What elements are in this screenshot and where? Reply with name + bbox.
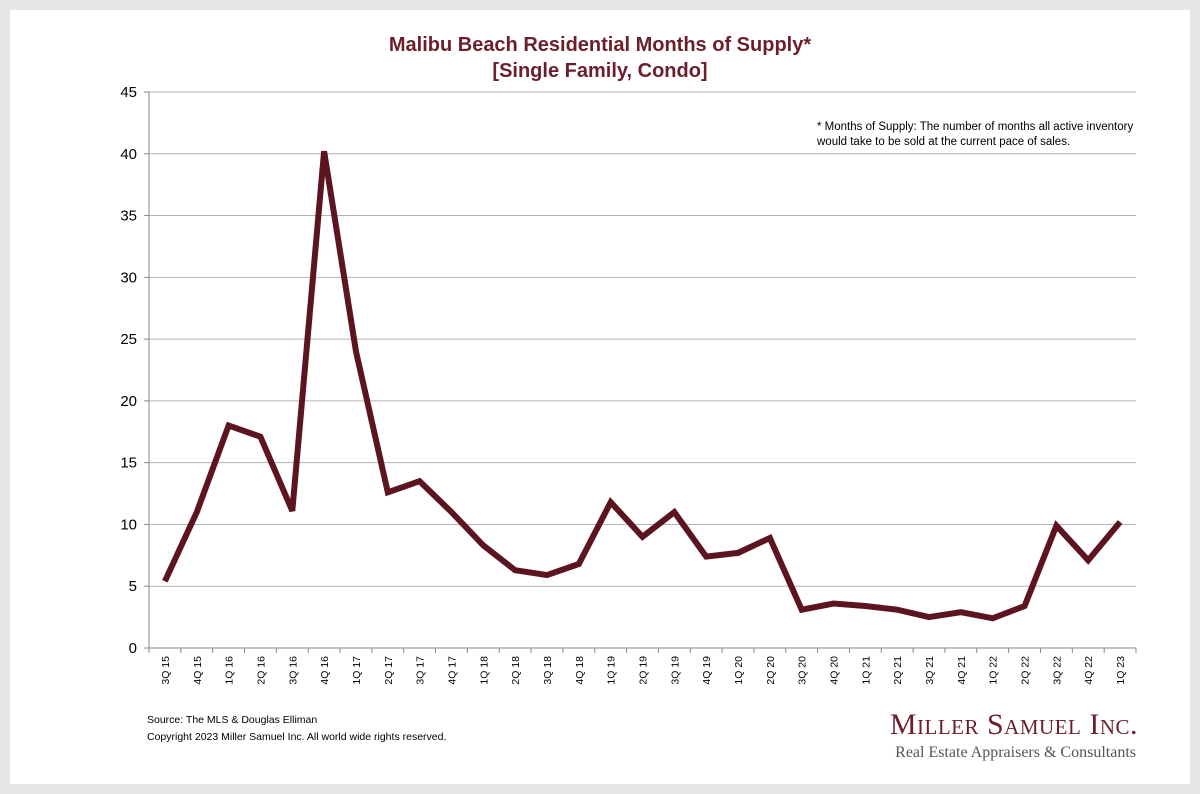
x-tick-label: 1Q 23 [1115,656,1127,685]
x-tick-label: 1Q 17 [351,656,363,685]
x-tick-label: 3Q 15 [160,656,172,685]
x-tick-label: 2Q 21 [892,656,904,685]
series-layer [162,150,1123,622]
series-line [162,150,1123,622]
company-tagline: Real Estate Appraisers & Consultants [895,744,1136,761]
y-tick-label: 10 [120,516,137,533]
y-tick-label: 35 [120,208,137,225]
x-tick-label: 4Q 16 [319,656,331,685]
x-tick-label: 3Q 20 [797,656,809,685]
y-axis-ticks: 0 5 10 15 20 25 30 35 40 45 [120,84,137,657]
x-tick-label: 1Q 21 [860,656,872,685]
x-tick-label: 1Q 20 [733,656,745,685]
y-tick-label: 45 [120,84,137,101]
x-tick-label: 4Q 18 [574,656,586,685]
y-tick-label: 0 [129,640,137,657]
x-tick-label: 1Q 22 [988,656,1000,685]
x-tick-label: 1Q 18 [478,656,490,685]
x-tick-label: 3Q 22 [1051,656,1063,685]
y-tick-label: 25 [120,331,137,348]
axes [144,91,1137,653]
x-tick-label: 3Q 21 [924,656,936,685]
chart-title: Malibu Beach Residential Months of Suppl… [388,34,812,56]
y-tick-label: 40 [120,146,137,163]
chart-annotation: * Months of Supply: The number of months… [817,121,1134,148]
company-logo: Miller Samuel Inc. [889,708,1138,741]
y-tick-label: 30 [120,269,137,286]
x-tick-label: 1Q 16 [224,656,236,685]
x-tick-label: 4Q 17 [446,656,458,685]
x-tick-label: 3Q 19 [669,656,681,685]
x-tick-label: 4Q 22 [1083,656,1095,685]
x-tick-label: 2Q 16 [255,656,267,685]
x-tick-label: 3Q 18 [542,656,554,685]
x-tick-label: 3Q 16 [287,656,299,685]
x-tick-label: 2Q 17 [383,656,395,685]
x-tick-label: 2Q 19 [638,656,650,685]
x-tick-label: 2Q 18 [510,656,522,685]
chart-panel [10,10,1190,784]
x-tick-label: 2Q 22 [1020,656,1032,685]
x-tick-label: 4Q 21 [956,656,968,685]
x-tick-label: 4Q 20 [829,656,841,685]
x-tick-label: 3Q 17 [415,656,427,685]
x-tick-label: 4Q 19 [701,656,713,685]
y-tick-label: 5 [129,578,137,595]
y-tick-label: 20 [120,393,137,410]
x-axis-ticks: 3Q 15 4Q 15 1Q 16 2Q 16 3Q 16 4Q 16 1Q 17 2Q 17… [160,656,1127,685]
x-tick-label: 2Q 20 [765,656,777,685]
copyright-note: Copyright 2023 Miller Samuel Inc. All wo… [147,731,447,743]
gridlines [149,91,1136,587]
y-tick-label: 15 [120,455,137,472]
x-tick-label: 1Q 19 [606,656,618,685]
x-tick-label: 4Q 15 [192,656,204,685]
source-note: Source: The MLS & Douglas Elliman [147,714,318,726]
chart-subtitle: [Single Family, Condo] [492,60,708,82]
